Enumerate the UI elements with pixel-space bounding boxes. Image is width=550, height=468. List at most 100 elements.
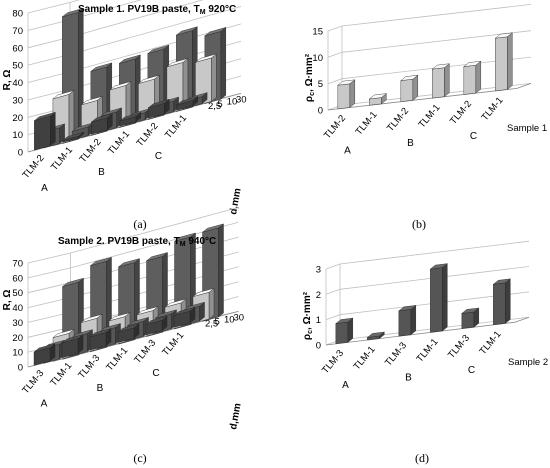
y-tick-label: 2 [316,290,321,301]
y-label-tail: , Ω·mm² [302,291,313,330]
bar-top [337,79,356,86]
bar [494,32,513,92]
z-axis-label: d,mm [228,187,243,215]
y-tick-label: 70 [12,259,23,270]
y-tick-label: 20 [12,333,23,344]
title-tail: 940°C [186,236,217,247]
bar-side [220,26,227,100]
bar [463,60,482,95]
bar [61,334,84,359]
bar-top [81,96,103,105]
bar [34,111,56,151]
bar-side [507,32,513,90]
gridline [327,4,532,32]
bar-side [475,60,481,94]
title-tail: 920°C [206,4,237,15]
bar [461,307,480,329]
bar-top [202,223,224,233]
y-axis-label: R, Ω [2,290,13,311]
bar [176,96,199,111]
y-label-main: ρ [304,96,315,102]
bar-front [398,309,411,337]
category-tick-label: TLM-1 [479,95,505,123]
bar-side [410,304,416,336]
bar-top [100,107,122,117]
panel-caption: (d) [415,451,429,465]
category-tick-label: TLM-1 [477,329,503,357]
depth-tick-label: 30 [234,312,245,323]
bar-top [431,63,450,70]
y-tick-label: 1 [316,315,321,326]
bar-top [195,53,217,63]
depth-tick-label: 2,5 [205,318,218,329]
series-label: Sample 2 [508,357,548,368]
bar [431,63,450,99]
bar [117,323,140,343]
bar [337,79,356,110]
bar-top [138,74,160,84]
bar-top [192,288,215,297]
title-sub: M [200,9,206,16]
bar-front [461,311,474,329]
bar-top [119,54,141,64]
bar [368,93,387,106]
bar-side [349,79,355,108]
category-tick-label: TLM-1 [49,145,75,173]
bar-top [400,74,419,81]
category-tick-label: TLM-3 [320,348,346,376]
y-tick-label: 30 [12,95,23,106]
bar [89,328,112,351]
y-tick-label: 10 [12,130,23,141]
bar-top [117,323,140,333]
group-label: B [407,138,414,149]
title-main: Sample 2. PV19B paste, T [58,236,180,247]
bar-top [164,298,187,308]
y-tick-label: 50 [12,61,23,72]
bar [400,74,419,102]
panel-caption: (b) [412,217,426,231]
y-label-sub: c [309,92,316,96]
bar-top [108,312,131,322]
category-tick-label: TLM-1 [160,330,186,358]
bar [398,304,417,337]
bar [148,98,170,119]
group-label: A [41,183,48,194]
bar-side [505,278,511,324]
bar-top [118,258,140,268]
category-tick-label: TLM-3 [383,340,409,368]
bar-front [432,67,445,99]
depth-tick-label: 10 [224,314,235,325]
bar [335,317,354,345]
bar-top [136,306,159,315]
y-tick-label: 0 [316,341,321,352]
bar-side [218,223,224,318]
bar-front [463,64,476,95]
bar-top [204,27,226,37]
bar-top [62,278,84,287]
bar [91,113,113,135]
bar-top [90,62,112,72]
y-label-main: ρ [302,334,313,340]
bar-top [173,306,196,316]
bar-top [463,60,482,67]
title-main: Sample 1. PV19B paste, T [78,4,200,15]
group-label: A [342,380,349,391]
bar-top [119,112,141,122]
series-label: Sample 1 [507,123,547,134]
y-axis-label: R, Ω [2,70,13,91]
chart-title: Sample 2. PV19B paste, TM 940°C [58,236,216,248]
title-sub: M [180,241,186,248]
bar-side [211,53,217,102]
y-tick-label: 0 [318,106,323,117]
depth-tick-label: 2,5 [208,101,221,112]
category-tick-label: TLM-2 [134,121,160,149]
bar-top [335,317,354,324]
depth-tick-label: 10 [227,97,238,108]
bar-top [62,8,84,17]
bar-front [335,321,348,345]
bar [366,331,385,341]
y-tick-label: 5 [318,79,323,90]
